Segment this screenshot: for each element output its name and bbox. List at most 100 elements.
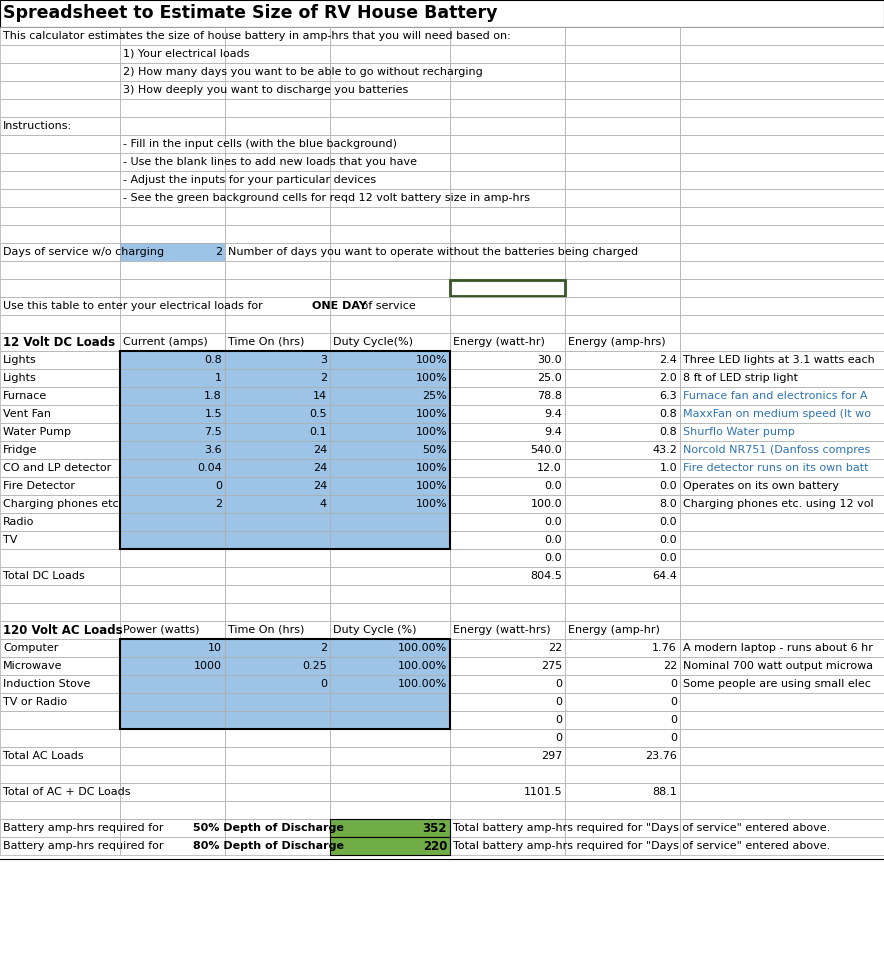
Text: 1.76: 1.76 — [652, 643, 677, 653]
Bar — [225, 297, 330, 315]
Text: 0: 0 — [555, 697, 562, 707]
Bar — [565, 639, 680, 657]
Bar — [450, 405, 565, 423]
Text: 25.0: 25.0 — [537, 373, 562, 383]
Bar — [0, 189, 120, 207]
Bar — [680, 513, 884, 531]
Bar — [120, 603, 225, 621]
Text: This calculator estimates the size of house battery in amp-hrs that you will nee: This calculator estimates the size of ho… — [3, 31, 511, 41]
Bar — [0, 225, 120, 243]
Bar — [450, 567, 565, 585]
Text: 1.8: 1.8 — [204, 391, 222, 401]
Bar — [330, 315, 450, 333]
Text: 2: 2 — [215, 247, 222, 257]
Bar — [225, 225, 330, 243]
Text: 80% Depth of Discharge: 80% Depth of Discharge — [193, 841, 344, 851]
Bar — [120, 351, 450, 549]
Text: Total of AC + DC Loads: Total of AC + DC Loads — [3, 787, 131, 797]
Bar — [120, 639, 450, 729]
Bar — [450, 135, 565, 153]
Bar — [120, 27, 225, 45]
Text: 100.00%: 100.00% — [398, 679, 447, 689]
Bar — [225, 675, 330, 693]
Bar — [330, 477, 450, 495]
Text: 0.5: 0.5 — [309, 409, 327, 419]
Bar — [565, 513, 680, 531]
Bar — [120, 99, 225, 117]
Bar — [225, 117, 330, 135]
Bar — [450, 27, 565, 45]
Bar — [330, 531, 450, 549]
Bar — [565, 387, 680, 405]
Bar — [0, 117, 120, 135]
Text: Energy (watt-hrs): Energy (watt-hrs) — [453, 625, 551, 635]
Text: 50%: 50% — [423, 445, 447, 455]
Bar — [330, 189, 450, 207]
Bar — [225, 135, 330, 153]
Bar — [330, 621, 450, 639]
Bar — [680, 315, 884, 333]
Text: - See the green background cells for reqd 12 volt battery size in amp-hrs: - See the green background cells for req… — [123, 193, 530, 203]
Bar — [565, 567, 680, 585]
Bar — [0, 387, 120, 405]
Bar — [565, 657, 680, 675]
Text: 12.0: 12.0 — [537, 463, 562, 473]
Bar — [0, 837, 120, 855]
Bar — [330, 639, 450, 657]
Text: 50% Depth of Discharge: 50% Depth of Discharge — [193, 823, 344, 833]
Bar — [330, 261, 450, 279]
Text: Total AC Loads: Total AC Loads — [3, 751, 84, 761]
Bar — [680, 495, 884, 513]
Text: 88.1: 88.1 — [652, 787, 677, 797]
Text: 8 ft of LED strip light: 8 ft of LED strip light — [683, 373, 798, 383]
Bar — [330, 207, 450, 225]
Text: 540.0: 540.0 — [530, 445, 562, 455]
Bar — [565, 531, 680, 549]
Bar — [565, 801, 680, 819]
Text: - Adjust the inputs for your particular devices: - Adjust the inputs for your particular … — [123, 175, 376, 185]
Bar — [120, 279, 225, 297]
Text: 25%: 25% — [423, 391, 447, 401]
Bar — [450, 243, 565, 261]
Bar — [225, 171, 330, 189]
Bar — [225, 81, 330, 99]
Bar — [565, 117, 680, 135]
Bar — [225, 801, 330, 819]
Bar — [0, 27, 120, 45]
Bar — [225, 369, 330, 387]
Bar — [225, 459, 330, 477]
Bar — [680, 549, 884, 567]
Text: Radio: Radio — [3, 517, 34, 527]
Text: 100%: 100% — [415, 373, 447, 383]
Bar — [565, 63, 680, 81]
Text: 1: 1 — [215, 373, 222, 383]
Text: 2: 2 — [215, 499, 222, 509]
Text: 9.4: 9.4 — [545, 409, 562, 419]
Bar — [0, 261, 120, 279]
Bar — [680, 99, 884, 117]
Bar — [330, 837, 450, 855]
Bar — [330, 297, 450, 315]
Bar — [0, 621, 120, 639]
Text: Battery amp-hrs required for: Battery amp-hrs required for — [3, 823, 167, 833]
Bar — [0, 549, 120, 567]
Text: 0.0: 0.0 — [659, 535, 677, 545]
Bar — [120, 495, 225, 513]
Bar — [450, 711, 565, 729]
Bar — [450, 45, 565, 63]
Bar — [225, 405, 330, 423]
Bar — [0, 639, 120, 657]
Bar — [330, 117, 450, 135]
Text: 1101.5: 1101.5 — [523, 787, 562, 797]
Text: 0: 0 — [670, 733, 677, 743]
Text: 100%: 100% — [415, 409, 447, 419]
Text: Instructions:: Instructions: — [3, 121, 72, 131]
Bar — [0, 405, 120, 423]
Text: Use this table to enter your electrical loads for: Use this table to enter your electrical … — [3, 301, 266, 311]
Bar — [330, 387, 450, 405]
Bar — [0, 153, 120, 171]
Text: Furnace: Furnace — [3, 391, 47, 401]
Bar — [565, 837, 680, 855]
Bar — [225, 531, 330, 549]
Text: Lights: Lights — [3, 373, 37, 383]
